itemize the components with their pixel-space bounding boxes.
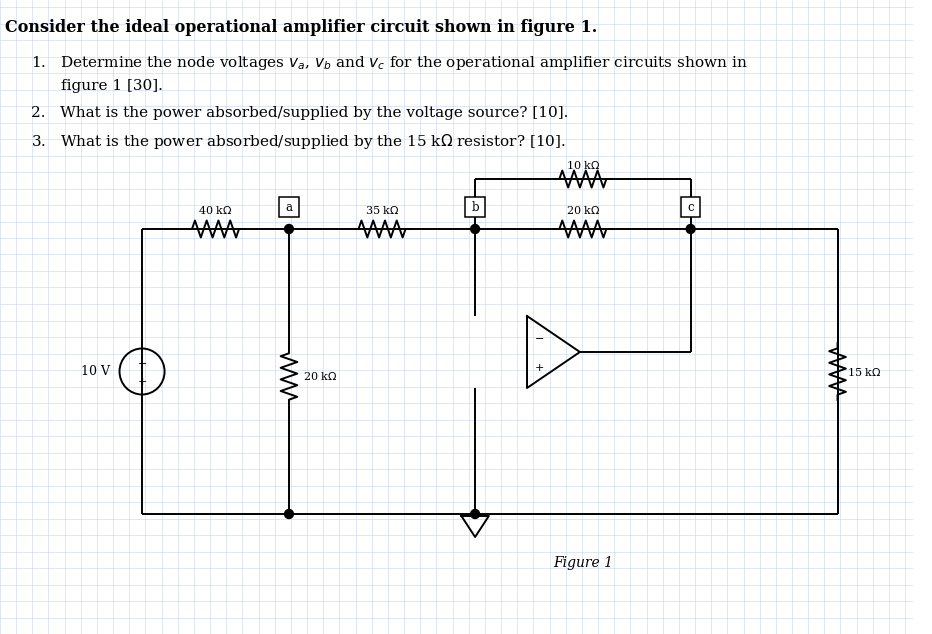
Text: 40 k$\Omega$: 40 k$\Omega$ [199,204,233,216]
Text: a: a [285,200,293,214]
Circle shape [284,510,294,519]
Text: $-$: $-$ [534,332,544,342]
Circle shape [686,224,695,233]
Text: 10 k$\Omega$: 10 k$\Omega$ [566,159,600,171]
Text: 15 k$\Omega$: 15 k$\Omega$ [847,365,882,377]
Text: 10 V: 10 V [81,365,110,378]
Text: 2.   What is the power absorbed/supplied by the voltage source? [10].: 2. What is the power absorbed/supplied b… [32,106,569,120]
Text: $+$: $+$ [137,376,147,387]
Text: $+$: $+$ [534,361,544,373]
Text: Consider the ideal operational amplifier circuit shown in figure 1.: Consider the ideal operational amplifier… [5,19,597,36]
Circle shape [471,510,479,519]
FancyBboxPatch shape [680,197,701,217]
Text: c: c [687,200,694,214]
Text: 3.   What is the power absorbed/supplied by the 15 k$\Omega$ resistor? [10].: 3. What is the power absorbed/supplied b… [32,132,566,151]
Circle shape [471,224,479,233]
Text: Figure 1: Figure 1 [553,556,613,570]
Text: 20 k$\Omega$: 20 k$\Omega$ [566,204,600,216]
Text: 20 k$\Omega$: 20 k$\Omega$ [303,370,337,382]
FancyBboxPatch shape [280,197,299,217]
Text: figure 1 [30].: figure 1 [30]. [61,79,162,93]
FancyBboxPatch shape [465,197,485,217]
Circle shape [284,224,294,233]
Text: $-$: $-$ [137,357,147,367]
Text: b: b [472,200,479,214]
Text: 1.   Determine the node voltages $v_a$, $v_b$ and $v_c$ for the operational ampl: 1. Determine the node voltages $v_a$, $v… [32,54,747,72]
Text: 35 k$\Omega$: 35 k$\Omega$ [364,204,399,216]
